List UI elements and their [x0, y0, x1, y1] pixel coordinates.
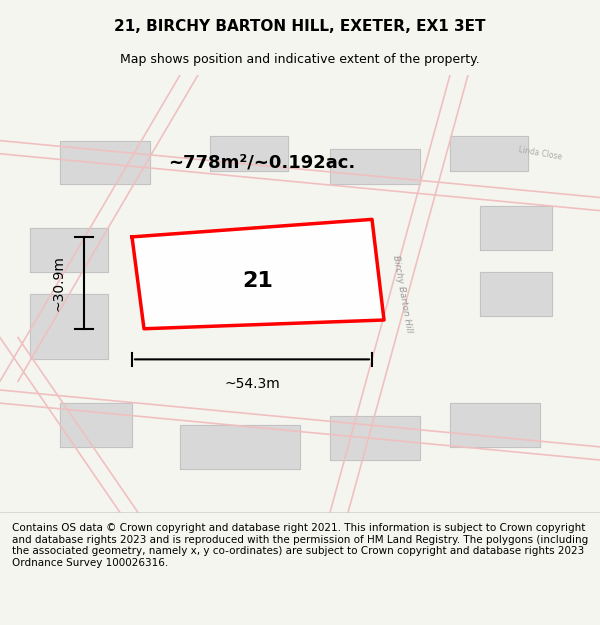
Polygon shape	[30, 228, 108, 272]
Text: Map shows position and indicative extent of the property.: Map shows position and indicative extent…	[120, 52, 480, 66]
Polygon shape	[60, 403, 132, 447]
Polygon shape	[60, 141, 150, 184]
Text: ~778m²/~0.192ac.: ~778m²/~0.192ac.	[168, 154, 355, 171]
Polygon shape	[450, 403, 540, 447]
Polygon shape	[450, 136, 528, 171]
Polygon shape	[180, 425, 300, 469]
Polygon shape	[330, 149, 420, 184]
Polygon shape	[480, 272, 552, 316]
Text: 21: 21	[242, 271, 274, 291]
Polygon shape	[210, 136, 288, 171]
Text: Linda Close: Linda Close	[517, 146, 563, 162]
Polygon shape	[330, 416, 420, 460]
Text: ~30.9m: ~30.9m	[52, 255, 66, 311]
Polygon shape	[132, 219, 384, 329]
Polygon shape	[480, 206, 552, 250]
Text: Contains OS data © Crown copyright and database right 2021. This information is : Contains OS data © Crown copyright and d…	[12, 523, 588, 568]
Polygon shape	[30, 294, 108, 359]
Text: 21, BIRCHY BARTON HILL, EXETER, EX1 3ET: 21, BIRCHY BARTON HILL, EXETER, EX1 3ET	[114, 19, 486, 34]
Text: ~54.3m: ~54.3m	[224, 377, 280, 391]
Text: Birchy Barton Hill: Birchy Barton Hill	[391, 254, 413, 333]
